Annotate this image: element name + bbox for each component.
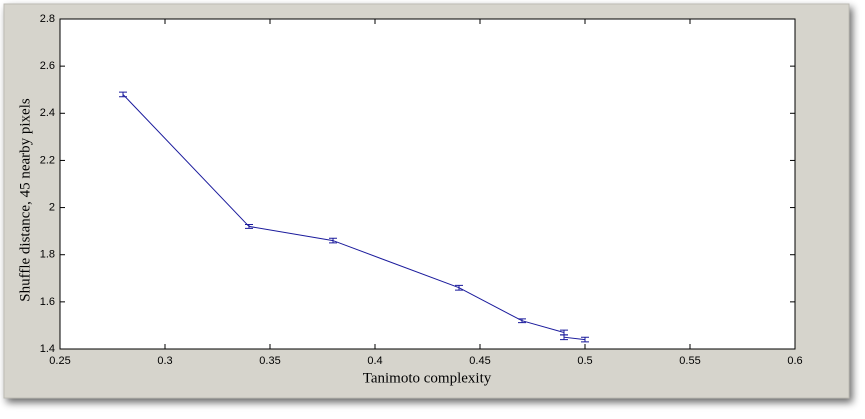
plot-area	[59, 18, 796, 350]
y-tick-label: 1.6	[40, 296, 55, 308]
x-tick-label: 0.5	[577, 355, 592, 367]
x-axis-label: Tanimoto complexity	[363, 370, 492, 386]
x-tick-label: 0.25	[49, 355, 70, 367]
x-tick-label: 0.6	[787, 355, 802, 367]
x-tick-label: 0.35	[259, 355, 280, 367]
plot: 0.25 0.3 0.35 0.4 0.45 0.5 0.55 0.6 1.4 1.6 1.8 2 2.…	[40, 13, 803, 367]
error-bar	[560, 334, 568, 341]
y-tick-label: 2.6	[40, 60, 55, 72]
y-tick-label: 1.4	[40, 343, 55, 355]
error-bar	[518, 318, 526, 324]
error-bar	[581, 336, 589, 343]
y-tick-label: 2	[49, 201, 55, 213]
y-tick-label: 2.8	[40, 13, 55, 25]
y-tick-label: 2.2	[40, 154, 55, 166]
y-axis-label: Shuffle distance, 45 nearby pixels	[17, 98, 33, 302]
error-bar	[119, 91, 127, 98]
error-bar	[455, 284, 463, 291]
error-bar	[329, 237, 337, 244]
x-tick-label: 0.45	[469, 355, 490, 367]
error-bar	[245, 224, 253, 229]
y-tick-label: 2.4	[40, 107, 55, 119]
y-tick-label: 1.8	[40, 249, 55, 261]
x-tick-label: 0.55	[679, 355, 700, 367]
x-tick-label: 0.4	[367, 355, 382, 367]
x-tick-label: 0.3	[157, 355, 172, 367]
